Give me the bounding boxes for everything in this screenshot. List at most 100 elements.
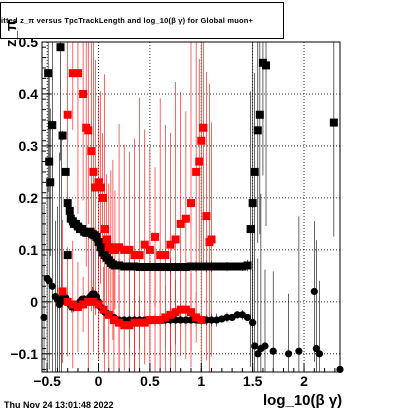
square-marker <box>94 178 103 187</box>
square-marker <box>89 297 98 306</box>
timestamp-footer: Thu Nov 24 13:01:48 2022 <box>4 400 114 410</box>
square-marker <box>135 318 144 327</box>
title-box: itted z_π versus TpcTrackLength and log_… <box>0 2 284 39</box>
square-marker <box>262 61 271 70</box>
square-marker <box>243 261 252 270</box>
square-marker <box>207 262 216 271</box>
square-marker <box>73 303 82 312</box>
square-marker <box>181 305 190 314</box>
square-marker <box>58 287 67 296</box>
square-marker <box>100 225 109 234</box>
square-marker <box>91 183 100 192</box>
circle-marker <box>48 282 56 290</box>
square-marker <box>166 240 175 249</box>
square-marker <box>58 131 67 140</box>
square-marker <box>187 262 195 271</box>
square-marker <box>145 245 154 254</box>
square-marker <box>109 316 118 325</box>
square-marker <box>171 308 180 317</box>
square-marker <box>171 235 180 244</box>
square-marker <box>212 262 221 271</box>
square-marker <box>233 262 242 271</box>
circle-marker <box>177 316 185 324</box>
square-marker <box>125 245 134 254</box>
x-tick-label: 0.5 <box>140 373 160 389</box>
square-marker <box>110 261 119 270</box>
circle-marker <box>315 350 324 358</box>
square-marker <box>151 316 160 325</box>
square-marker <box>110 245 119 254</box>
circle-marker <box>285 350 293 358</box>
circle-marker <box>243 313 252 322</box>
y-axis-label: z_π <box>3 19 20 47</box>
square-marker <box>94 238 103 247</box>
square-marker <box>56 43 65 52</box>
circle-marker <box>249 319 257 327</box>
circle-marker <box>251 342 259 350</box>
square-marker <box>115 318 124 327</box>
square-marker <box>329 118 338 127</box>
square-marker <box>63 110 72 119</box>
square-marker <box>84 297 93 306</box>
square-marker <box>161 313 170 322</box>
square-marker <box>202 212 211 221</box>
square-marker <box>255 110 264 119</box>
square-marker <box>84 126 93 135</box>
square-marker <box>222 262 231 271</box>
square-marker <box>181 263 190 272</box>
square-marker <box>192 262 201 271</box>
circle-marker <box>223 313 231 322</box>
square-marker <box>192 167 201 176</box>
circle-marker <box>207 316 216 324</box>
circle-marker <box>310 287 318 296</box>
square-marker <box>44 69 53 78</box>
y-tick-label: 0.3 <box>19 138 39 154</box>
square-marker <box>253 126 262 135</box>
square-marker <box>145 316 154 325</box>
square-marker <box>68 300 77 309</box>
square-marker <box>130 251 139 260</box>
square-marker <box>195 157 204 166</box>
square-marker <box>61 167 70 176</box>
square-marker <box>140 263 149 272</box>
square-marker <box>156 316 165 325</box>
square-marker <box>166 310 175 319</box>
square-marker <box>94 300 103 309</box>
square-marker <box>102 235 111 244</box>
square-marker <box>176 263 185 272</box>
chart-title: itted z_π versus TpcTrackLength and log_… <box>1 16 254 25</box>
square-marker <box>171 263 180 272</box>
circle-marker <box>254 350 262 358</box>
square-marker <box>166 263 175 272</box>
square-marker <box>156 263 165 272</box>
square-marker <box>87 147 96 156</box>
square-marker <box>197 136 206 145</box>
square-marker <box>130 262 139 271</box>
square-marker <box>217 262 226 271</box>
y-tick-label: 0.2 <box>19 190 39 206</box>
square-marker <box>199 123 208 132</box>
circle-marker <box>295 347 303 355</box>
circle-marker <box>45 277 53 285</box>
square-marker <box>115 261 124 270</box>
square-marker <box>63 251 72 260</box>
x-axis-label: log_10(β γ) <box>263 392 343 409</box>
square-marker <box>187 308 195 317</box>
square-marker <box>96 243 105 252</box>
square-marker <box>115 243 124 252</box>
square-marker <box>197 316 206 325</box>
x-tick-label: −0.5 <box>33 373 61 389</box>
square-marker <box>250 167 259 176</box>
square-marker <box>99 305 108 314</box>
square-marker <box>89 167 98 176</box>
y-tick-label: 0.1 <box>19 242 39 258</box>
circle-marker <box>182 316 190 324</box>
square-marker <box>140 318 149 327</box>
square-marker <box>248 199 257 208</box>
y-tick-label: 0.4 <box>19 86 39 102</box>
data-points <box>40 43 344 374</box>
square-marker <box>246 225 255 234</box>
square-marker <box>187 199 195 208</box>
x-tick-label: 1.5 <box>243 373 263 389</box>
